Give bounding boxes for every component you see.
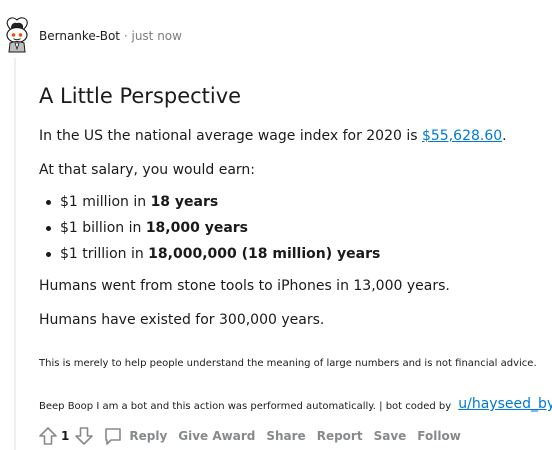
earnings-item-billion: $1 billion in 18,000 years — [39, 218, 539, 238]
wage-paragraph: In the US the national average wage inde… — [39, 126, 539, 146]
earnings-amount: 18,000 years — [145, 220, 249, 236]
earnings-amount: 18 years — [150, 194, 219, 210]
wage-period: . — [502, 128, 507, 144]
earnings-prefix: $1 trillion in — [60, 246, 149, 262]
bot-footer: Beep Boop I am a bot and this action was… — [39, 394, 552, 414]
snoo-avatar-icon — [6, 17, 28, 53]
save-button[interactable]: Save — [373, 429, 407, 443]
earnings-amount: 18,000,000 (18 million) years — [148, 246, 381, 262]
bot-note: Beep Boop I am a bot and this action was… — [39, 401, 452, 412]
stone-tools-paragraph: Humans went from stone tools to iPhones … — [39, 278, 450, 294]
comment-body: A Little Perspective In the US the natio… — [39, 82, 539, 344]
reply-label: Reply — [129, 429, 168, 443]
wage-index-link[interactable]: $55,628.60 — [421, 128, 503, 144]
comment-bubble-icon — [105, 428, 122, 445]
earnings-item-trillion: $1 trillion in 18,000,000 (18 million) y… — [39, 244, 539, 264]
bot-author-link[interactable]: u/hayseed_byte — [458, 396, 552, 412]
thread-line[interactable] — [14, 58, 16, 450]
earnings-prefix: $1 million in — [60, 194, 151, 210]
meta-separator: · — [123, 29, 128, 43]
earnings-list: $1 million in 18 years $1 billion in 18,… — [39, 192, 539, 264]
avatar[interactable] — [1, 13, 33, 53]
salary-paragraph: At that salary, you would earn: — [39, 162, 256, 178]
comment-timestamp[interactable]: just now — [131, 29, 182, 43]
comment-title: A Little Perspective — [39, 84, 242, 108]
give-award-button[interactable]: Give Award — [178, 429, 256, 443]
bullet — [46, 226, 51, 231]
arrow-down-icon — [75, 427, 94, 445]
comment-header: Bernanke-Bot · just now — [39, 28, 182, 44]
earnings-item-million: $1 million in 18 years — [39, 192, 539, 212]
bullet — [46, 200, 51, 205]
vote-count: 1 — [61, 429, 70, 443]
wage-intro-text: In the US the national average wage inde… — [39, 128, 422, 144]
arrow-up-icon — [39, 427, 57, 445]
humans-existed-paragraph: Humans have existed for 300,000 years. — [39, 312, 325, 328]
author-name[interactable]: Bernanke-Bot — [39, 29, 120, 43]
disclaimer: This is merely to help people understand… — [39, 357, 539, 371]
disclaimer-text: This is merely to help people understand… — [39, 358, 537, 369]
bullet — [46, 252, 51, 257]
upvote-button[interactable] — [37, 425, 59, 447]
report-button[interactable]: Report — [316, 429, 363, 443]
reply-button[interactable]: Reply — [103, 426, 167, 446]
follow-button[interactable]: Follow — [417, 429, 461, 443]
downvote-button[interactable] — [73, 425, 95, 447]
comment-actions: 1 Reply Give Award Share Report Save Fol… — [37, 424, 461, 448]
earnings-prefix: $1 billion in — [60, 220, 146, 236]
share-button[interactable]: Share — [266, 429, 306, 443]
